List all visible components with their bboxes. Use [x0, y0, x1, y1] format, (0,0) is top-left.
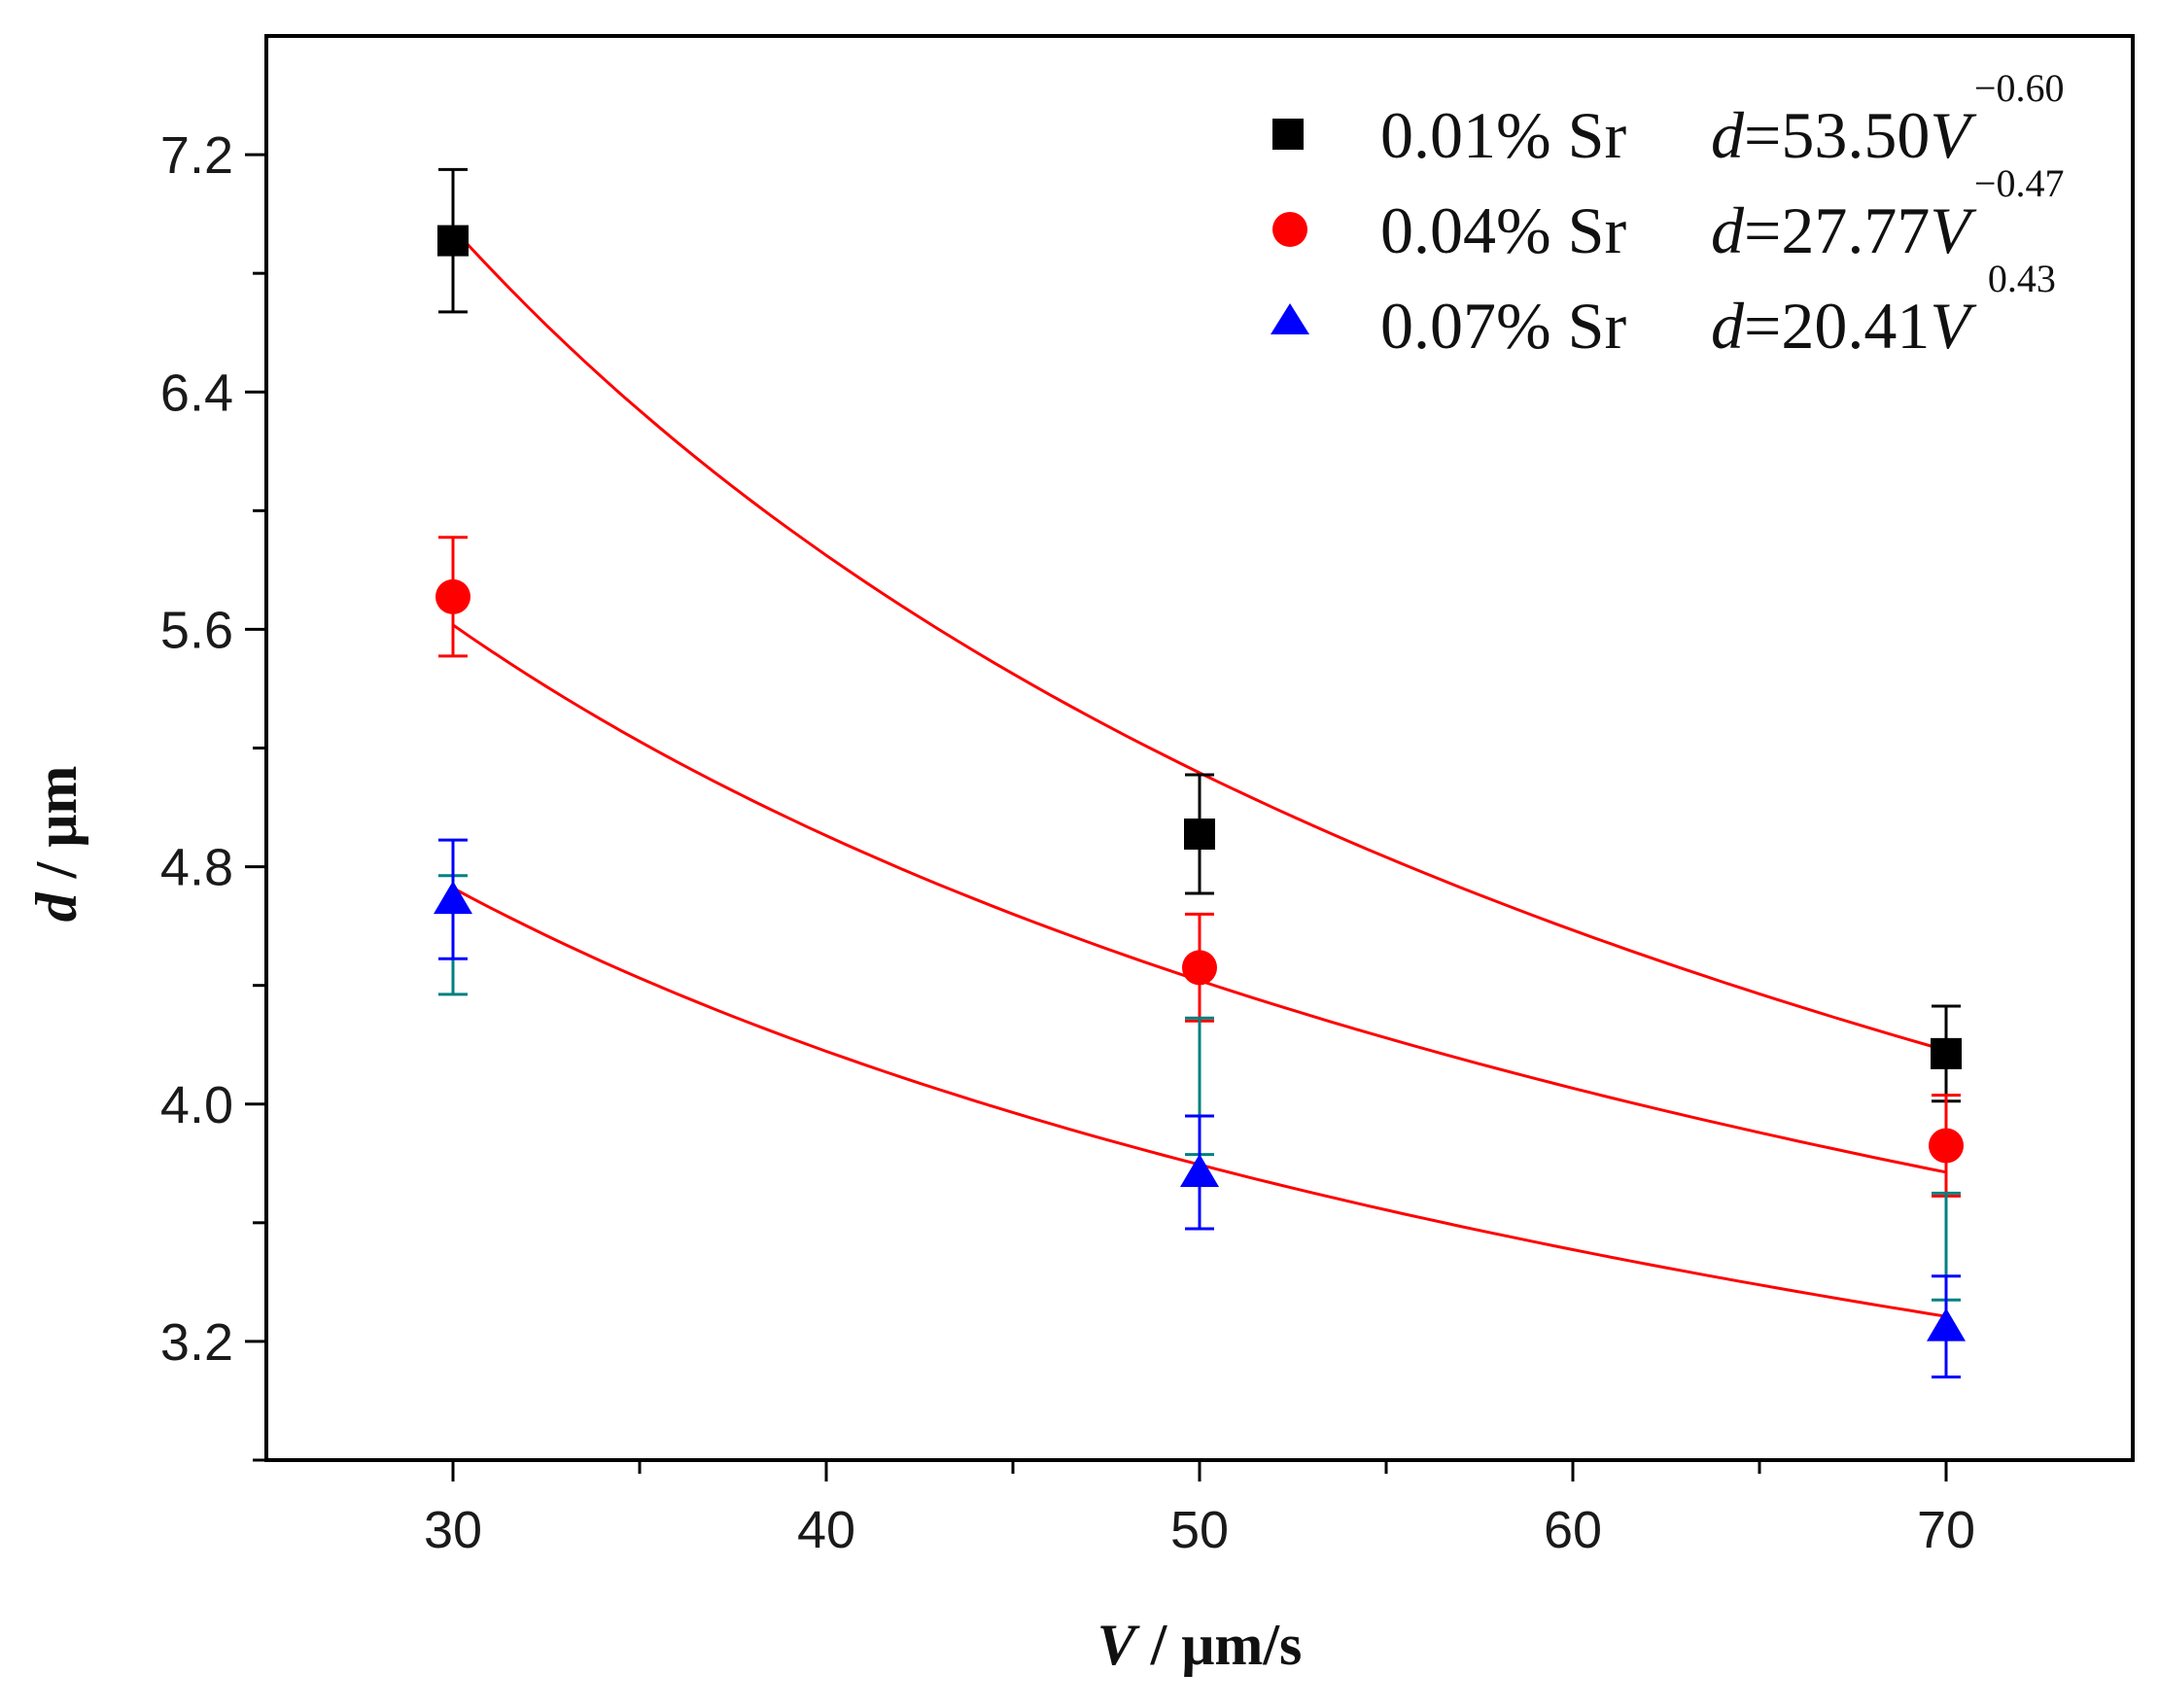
legend-label-0: 0.01% Sr: [1380, 98, 1626, 172]
x-tick-label-1: 40: [797, 1501, 855, 1559]
data-point-0-0: [437, 225, 469, 257]
data-point-1-2: [1929, 1128, 1964, 1164]
legend-entry-1: 0.04% Sr d=27.77V−0.47: [1272, 161, 2064, 267]
y-axis-title: d / μm: [24, 766, 88, 923]
legend-entry-0: 0.01% Sr d=53.50V−0.60: [1272, 66, 2064, 172]
legend-equation-1: d=27.77V−0.47: [1711, 161, 2064, 267]
legend: 0.01% Sr d=53.50V−0.60 0.04% Sr d=27.77V…: [1271, 66, 2064, 363]
data-point-2-0: [434, 881, 472, 915]
legend-marker-square: [1272, 119, 1304, 150]
y-tick-label-2: 4.8: [160, 839, 233, 897]
legend-entry-2: 0.07% Sr d=20.41V0.43: [1271, 257, 2056, 363]
legend-label-1: 0.04% Sr: [1380, 193, 1626, 267]
y-tick-label-0: 3.2: [160, 1313, 233, 1372]
data-point-1-0: [435, 578, 470, 614]
fit-curve-0: [451, 227, 1947, 1052]
y-tick-label-4: 6.4: [160, 364, 233, 422]
legend-equation-0: d=53.50V−0.60: [1711, 66, 2064, 172]
x-axis-title: V / μm/s: [1097, 1613, 1303, 1677]
legend-equation-2: d=20.41V0.43: [1711, 257, 2056, 363]
data-point-0-2: [1931, 1037, 1962, 1069]
data-point-2-1: [1180, 1153, 1219, 1187]
data-point-1-1: [1182, 950, 1217, 986]
x-tick-label-4: 70: [1917, 1501, 1975, 1559]
y-tick-label-3: 5.6: [160, 601, 233, 659]
legend-marker-circle: [1272, 212, 1307, 247]
x-tick-label-2: 50: [1170, 1501, 1229, 1559]
y-tick-label-1: 4.0: [160, 1076, 233, 1134]
x-tick-label-3: 60: [1544, 1501, 1602, 1559]
legend-label-2: 0.07% Sr: [1380, 289, 1626, 363]
legend-marker-triangle: [1271, 303, 1309, 334]
x-tick-label-0: 30: [424, 1501, 482, 1559]
y-tick-label-5: 7.2: [160, 126, 233, 185]
data-point-2-2: [1927, 1307, 1966, 1342]
data-point-0-1: [1184, 819, 1215, 851]
